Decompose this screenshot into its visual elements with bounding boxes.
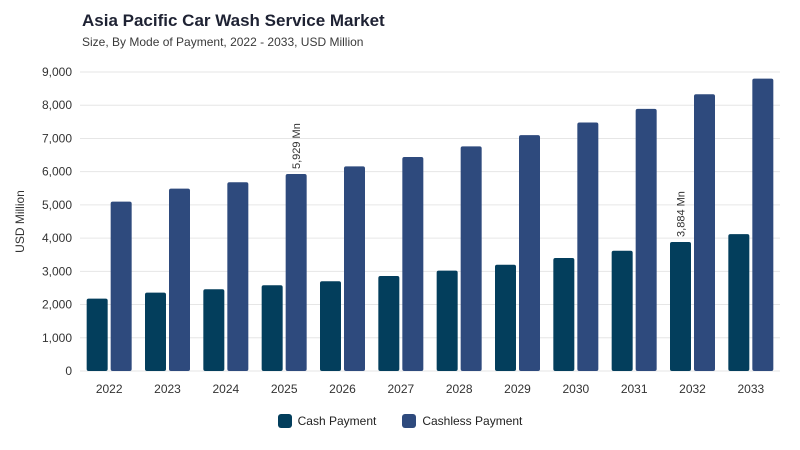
y-tick-label: 3,000: [42, 264, 72, 278]
legend-label-cashless: Cashless Payment: [422, 414, 523, 428]
x-tick-label: 2033: [737, 382, 764, 396]
legend-swatch-cash: [277, 414, 292, 428]
legend-item-cash[interactable]: Cash Payment: [277, 414, 377, 428]
x-tick-label: 2031: [621, 382, 648, 396]
bar-cashless: [519, 135, 540, 371]
bar-cash: [86, 298, 108, 371]
bar-cash: [670, 241, 691, 371]
bar-cash: [320, 281, 341, 371]
bar-cash: [436, 270, 458, 371]
x-tick-label: 2029: [504, 382, 531, 396]
x-tick-label: 2023: [154, 382, 181, 396]
y-tick-label: 8,000: [42, 98, 72, 112]
bar-cashless: [577, 122, 599, 372]
bar-cashless: [460, 146, 482, 371]
x-tick-label: 2030: [562, 382, 589, 396]
bar-cash: [261, 285, 283, 371]
x-tick-label: 2026: [329, 382, 356, 396]
data-label: 5,929 Mn: [291, 123, 303, 169]
x-tick-label: 2028: [446, 382, 473, 396]
bar-cash: [203, 289, 225, 371]
bar-cash: [553, 258, 575, 371]
bar-cash: [611, 250, 633, 371]
bar-cashless: [227, 182, 249, 371]
bar-cashless: [752, 78, 774, 372]
y-tick-label: 6,000: [42, 165, 72, 179]
y-tick-label: 1,000: [42, 331, 72, 345]
chart-title: Asia Pacific Car Wash Service Market: [82, 11, 385, 30]
data-label: 3,884 Mn: [676, 191, 688, 237]
bar-chart: 0 1,000 2,000 3,000 4,000 5,000 6,000 7,000 8,00…: [13, 65, 780, 396]
chart-subtitle: Size, By Mode of Payment, 2022 - 2033, U…: [82, 35, 364, 49]
y-tick-label: 0: [65, 364, 72, 378]
legend-item-cashless[interactable]: Cashless Payment: [402, 414, 522, 428]
x-tick-label: 2025: [271, 382, 298, 396]
chart-legend: Cash Payment Cashless Payment: [0, 414, 800, 428]
bar-cashless: [169, 188, 190, 371]
bar-cashless: [344, 166, 365, 371]
bar-cash: [378, 275, 400, 371]
legend-label-cash: Cash Payment: [297, 414, 377, 428]
bar-cashless: [694, 94, 715, 372]
bar-cashless: [110, 201, 132, 371]
x-tick-label: 2032: [679, 382, 706, 396]
bar-cashless: [285, 174, 307, 371]
x-tick-label: 2027: [387, 382, 414, 396]
bar-cashless: [402, 157, 424, 371]
y-axis-label: USD Million: [13, 190, 27, 253]
legend-swatch-cashless: [402, 414, 417, 428]
y-tick-label: 7,000: [42, 131, 72, 145]
x-tick-label: 2022: [96, 382, 123, 396]
y-tick-label: 9,000: [42, 65, 72, 79]
y-tick-label: 5,000: [42, 198, 72, 212]
x-tick-label: 2024: [212, 382, 239, 396]
bar-cash: [728, 234, 750, 371]
bar-cash: [145, 292, 166, 371]
y-tick-label: 4,000: [42, 231, 72, 245]
y-tick-label: 2,000: [42, 298, 72, 312]
bar-cash: [495, 264, 516, 371]
bar-cashless: [635, 108, 657, 372]
